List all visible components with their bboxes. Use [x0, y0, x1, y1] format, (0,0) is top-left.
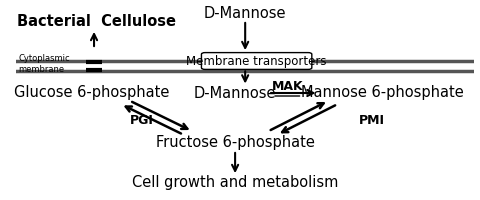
Text: Fructose 6-phosphate: Fructose 6-phosphate	[156, 136, 314, 151]
Text: MAK: MAK	[271, 80, 302, 93]
Text: Glucose 6-phosphate: Glucose 6-phosphate	[14, 86, 169, 100]
Text: PGI: PGI	[130, 114, 153, 127]
Text: Cell growth and metabolism: Cell growth and metabolism	[132, 176, 337, 190]
Text: PMI: PMI	[358, 114, 384, 127]
Text: Membrane transporters: Membrane transporters	[186, 54, 326, 68]
Text: D-Mannose: D-Mannose	[204, 5, 286, 21]
FancyBboxPatch shape	[201, 53, 311, 69]
Text: Bacterial  Cellulose: Bacterial Cellulose	[17, 14, 176, 28]
Text: Cytoplasmic
membrane: Cytoplasmic membrane	[18, 54, 70, 74]
Text: Mannose 6-phosphate: Mannose 6-phosphate	[300, 86, 463, 100]
Text: D-Mannose: D-Mannose	[193, 86, 276, 100]
